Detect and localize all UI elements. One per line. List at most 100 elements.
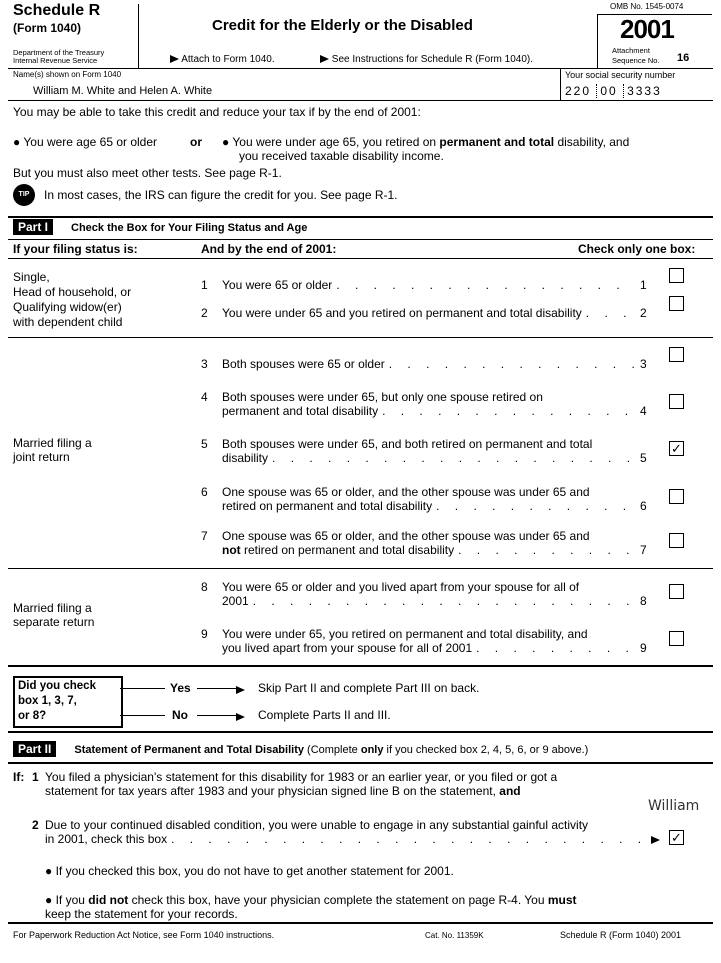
- line-ref-number: 8: [640, 594, 647, 608]
- no-text: Complete Parts II and III.: [258, 708, 391, 722]
- line-text: You were under 65 and you retired on per…: [222, 306, 634, 320]
- line-ref-number: 2: [640, 306, 647, 320]
- part2-label: Part II: [13, 741, 57, 757]
- other-tests: But you must also meet other tests. See …: [13, 166, 282, 180]
- name-label: Name(s) shown on Form 1040: [13, 70, 122, 79]
- checkbox-line-1[interactable]: [669, 268, 684, 283]
- checkbox-line-3[interactable]: [669, 347, 684, 362]
- line2-number: 2: [32, 818, 39, 832]
- col-age: And by the end of 2001:: [201, 242, 337, 256]
- tip-icon: TIP: [13, 184, 35, 206]
- l2-b: in 2001, check this box: [45, 832, 168, 846]
- see-instructions: See Instructions for Schedule R (Form 10…: [320, 54, 533, 65]
- line-label: permanent and total disability: [222, 404, 379, 418]
- checkbox-line-7[interactable]: [669, 533, 684, 548]
- line2-text-b: in 2001, check this box. . . . . . . . .…: [45, 832, 660, 846]
- option-age65: ● You were age 65 or older: [13, 135, 158, 149]
- ssn-part2: 00: [596, 84, 618, 98]
- part1-header: Part I Check the Box for Your Filing Stat…: [13, 219, 308, 235]
- checkbox-line-6[interactable]: [669, 489, 684, 504]
- divider: [8, 731, 713, 733]
- line-label: You were under 65 and you retired on per…: [222, 306, 582, 320]
- or-text: or: [190, 135, 202, 149]
- status-text: Qualifying widow(er): [13, 300, 122, 314]
- line-label-bold: not: [222, 543, 241, 557]
- connector: [120, 688, 165, 689]
- line-label: retired on permanent and total disabilit…: [222, 499, 433, 513]
- line-label: 2001: [222, 594, 249, 608]
- attachment-label: Attachment: [612, 46, 650, 55]
- line1-number: 1: [32, 770, 39, 784]
- line-text: Both spouses were 65 or older. . . . . .…: [222, 357, 634, 371]
- line-ref-number: 7: [640, 543, 647, 557]
- line-label: Both spouses were 65 or older: [222, 357, 385, 371]
- line1-text: You filed a physician's statement for th…: [45, 770, 557, 798]
- divider: [8, 337, 713, 338]
- ssn-part3: 3333: [623, 84, 662, 98]
- line-number: 3: [201, 357, 208, 371]
- question-text: or 8?: [18, 710, 47, 722]
- line-number: 6: [201, 485, 208, 499]
- divider: [8, 568, 713, 569]
- if-label: If:: [13, 770, 25, 784]
- form-title: Credit for the Elderly or the Disabled: [212, 17, 473, 34]
- line-label: retired on permanent and total disabilit…: [240, 543, 455, 557]
- tip-text: In most cases, the IRS can figure the cr…: [44, 188, 398, 202]
- part2-note: if you checked box 2, 4, 5, 6, or 9 abov…: [383, 744, 589, 756]
- footer-cat: Cat. No. 11359K: [425, 931, 484, 940]
- b2: keep the statement for your records.: [45, 907, 238, 921]
- line2-checkbox[interactable]: ✓: [669, 830, 684, 845]
- arrow-icon: [236, 682, 245, 696]
- omb-number: OMB No. 1545-0074: [610, 2, 684, 11]
- arrow-icon: [170, 55, 179, 64]
- part1-title: Check the Box for Your Filing Status and…: [71, 222, 308, 234]
- taxpayer-name[interactable]: William M. White and Helen A. White: [33, 85, 213, 97]
- status-text: with dependent child: [13, 315, 123, 329]
- line-text-b: not retired on permanent and total disab…: [222, 543, 634, 557]
- opt2-d: you received taxable disability income.: [239, 149, 444, 163]
- divider: [8, 68, 713, 69]
- connector: [120, 715, 165, 716]
- line-label: You were 65 or older: [222, 278, 333, 292]
- footer-schedule: Schedule R (Form 1040) 2001: [560, 930, 682, 940]
- l1-and: and: [499, 784, 521, 798]
- form-sub: (Form 1040): [13, 21, 82, 35]
- line-text-b: disability. . . . . . . . . . . . . . . …: [222, 451, 634, 465]
- connector: [197, 715, 237, 716]
- arrow-icon: [320, 55, 329, 64]
- footer-paperwork: For Paperwork Reduction Act Notice, see …: [13, 930, 275, 940]
- line-text: Both spouses were under 65, and both ret…: [222, 437, 593, 451]
- check-mark-icon: ✓: [671, 830, 682, 845]
- l2-a: Due to your continued disabled condition…: [45, 818, 589, 832]
- bullet-1: ● If you checked this box, you do not ha…: [45, 864, 454, 878]
- line-text-b: permanent and total disability. . . . . …: [222, 404, 634, 418]
- status-text: separate return: [13, 615, 95, 629]
- leader-dots: . . . . . . . . . . . . . . . . . . . . …: [336, 278, 634, 292]
- line-text: One spouse was 65 or older, and the othe…: [222, 529, 590, 543]
- question-box: Did you check box 1, 3, 7, or 8?: [13, 676, 123, 728]
- checkbox-line-5[interactable]: ✓: [669, 441, 684, 456]
- checkbox-line-9[interactable]: [669, 631, 684, 646]
- checkbox-line-8[interactable]: [669, 584, 684, 599]
- divider: [560, 68, 561, 100]
- checkbox-line-4[interactable]: [669, 394, 684, 409]
- divider: [8, 665, 713, 667]
- option-disabled: ● You were under age 65, you retired on …: [222, 135, 630, 163]
- dept-line1: Department of the Treasury: [13, 48, 105, 57]
- checkbox-line-2[interactable]: [669, 296, 684, 311]
- leader-dots: . . . . . . . . . . . . . . . . . . . . …: [585, 306, 634, 320]
- part1-label: Part I: [13, 219, 54, 235]
- leader-dots: . . . . . . . . . . . . . . . . . . . . …: [171, 832, 651, 846]
- divider: [597, 14, 598, 68]
- leader-dots: . . . . . . . . . . . . . . . . . . . . …: [458, 543, 634, 557]
- line-ref-number: 5: [640, 451, 647, 465]
- part2-title: Statement of Permanent and Total Disabil…: [74, 744, 304, 756]
- status-text: Married filing a: [13, 436, 92, 450]
- line-number: 1: [201, 278, 208, 292]
- attach-text: Attach to Form 1040.: [181, 54, 275, 65]
- ssn-field[interactable]: 220 00 3333: [565, 84, 662, 98]
- line-ref-number: 6: [640, 499, 647, 513]
- line-number: 8: [201, 580, 208, 594]
- opt2-c: disability, and: [554, 135, 630, 149]
